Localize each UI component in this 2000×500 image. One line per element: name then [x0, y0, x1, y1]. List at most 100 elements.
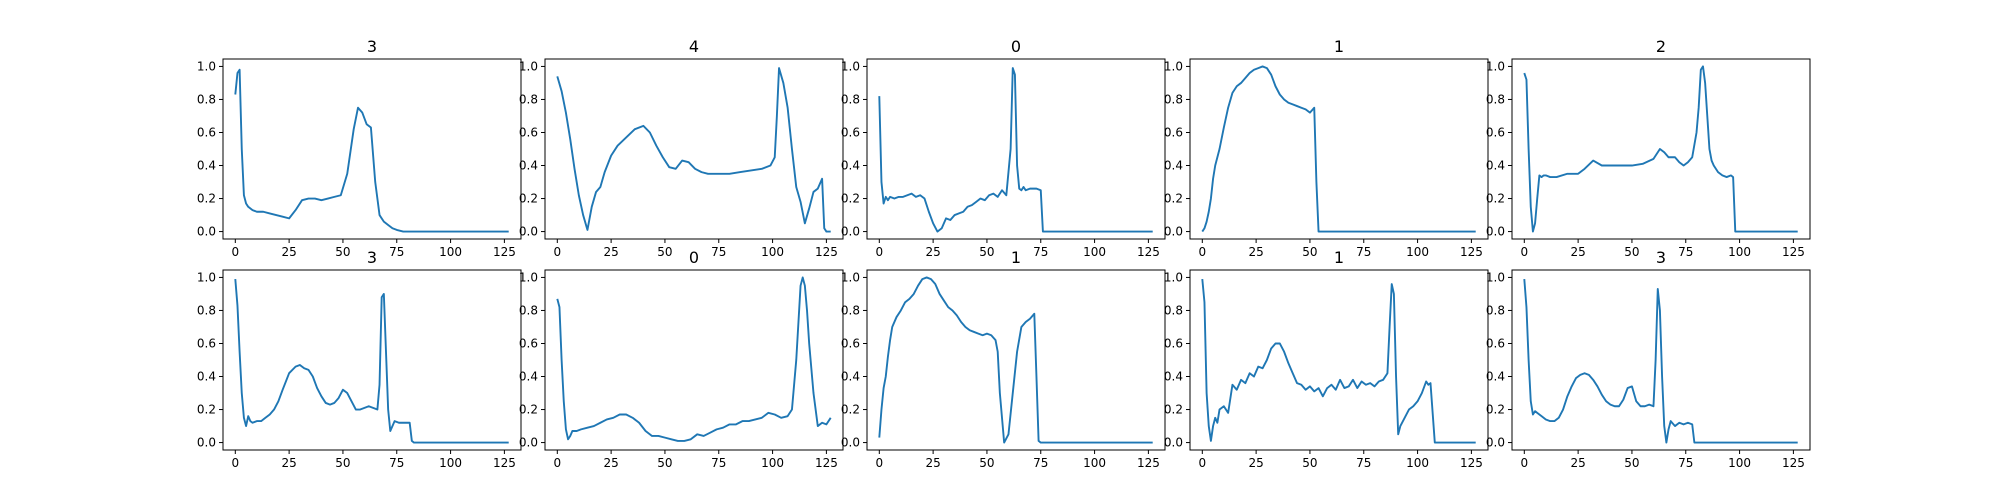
x-tick-label: 125: [815, 456, 838, 470]
y-tick-label: 0.6: [1164, 336, 1183, 350]
y-tick-label: 0.4: [841, 370, 860, 384]
y-tick-label: 0.6: [197, 336, 216, 350]
y-tick-label: 1.0: [197, 59, 216, 73]
subplot-2: 4 0 25 50 75 100 125 0.0 0.2 0.4 0.6 0.8 1.0: [519, 37, 844, 259]
y-tick-label: 0.8: [1164, 303, 1183, 317]
subplot-title: 1: [1011, 248, 1021, 267]
x-tick-label: 100: [439, 456, 462, 470]
subplot-title: 1: [1334, 37, 1344, 56]
y-tick-label: 0.8: [519, 303, 538, 317]
series-line: [556, 276, 832, 442]
x-tick-label: 0: [875, 456, 883, 470]
y-tick-label: 0.2: [197, 192, 216, 206]
x-tick-label: 125: [815, 245, 838, 259]
y-tick-label: 0.2: [1164, 192, 1183, 206]
x-tick-label: 25: [1248, 245, 1263, 259]
x-tick-label: 125: [1782, 245, 1805, 259]
x-tick-label: 50: [1302, 245, 1317, 259]
x-tick-label: 25: [281, 456, 296, 470]
y-tick-label: 0.0: [519, 225, 538, 239]
x-tick-label: 100: [1406, 456, 1429, 470]
y-tick-label: 0.2: [1486, 192, 1505, 206]
y-tick-label: 1.0: [1164, 270, 1183, 284]
axes-frame: [1511, 58, 1811, 240]
y-tick-label: 0.0: [519, 436, 538, 450]
series-line: [878, 67, 1153, 233]
x-tick-label: 50: [979, 245, 994, 259]
axes-frame: [1189, 269, 1489, 451]
y-tick-label: 0.8: [197, 303, 216, 317]
x-tick-label: 0: [875, 245, 883, 259]
x-tick-label: 75: [711, 245, 726, 259]
y-tick-label: 0.0: [197, 436, 216, 450]
x-tick-label: 75: [1678, 456, 1693, 470]
y-tick-label: 1.0: [197, 270, 216, 284]
x-tick-label: 125: [1137, 456, 1160, 470]
y-tick-label: 0.4: [519, 159, 538, 173]
series-line: [556, 67, 831, 233]
x-tick-label: 100: [1728, 245, 1751, 259]
axes-frame: [866, 58, 1166, 240]
x-tick-label: 25: [603, 456, 618, 470]
x-tick-label: 0: [231, 456, 239, 470]
y-tick-label: 0.2: [1164, 403, 1183, 417]
y-tick-label: 1.0: [841, 59, 860, 73]
subplot-3: 0 0 25 50 75 100 125 0.0 0.2 0.4 0.6 0.8 1.0: [841, 37, 1166, 259]
x-tick-label: 100: [439, 245, 462, 259]
y-tick-label: 0.4: [197, 159, 216, 173]
x-tick-label: 125: [1460, 456, 1483, 470]
subplot-title: 0: [1011, 37, 1021, 56]
y-tick-label: 0.6: [197, 125, 216, 139]
x-tick-label: 75: [1356, 245, 1371, 259]
x-tick-label: 100: [1083, 245, 1106, 259]
series-line: [234, 279, 509, 444]
y-tick-label: 0.0: [1164, 436, 1183, 450]
x-tick-label: 50: [1624, 245, 1639, 259]
x-tick-label: 50: [979, 456, 994, 470]
y-tick-label: 0.4: [519, 370, 538, 384]
x-tick-label: 0: [1520, 456, 1528, 470]
subplot-7: 0 0 25 50 75 100 125 0.0 0.2 0.4 0.6 0.8 1.0: [519, 248, 844, 470]
y-tick-label: 1.0: [519, 59, 538, 73]
x-tick-label: 125: [1137, 245, 1160, 259]
y-tick-label: 0.0: [841, 436, 860, 450]
subplot-8: 1 0 25 50 75 100 125 0.0 0.2 0.4 0.6 0.8 1.0: [841, 248, 1166, 470]
subplot-title: 3: [367, 248, 377, 267]
y-tick-label: 0.6: [1486, 125, 1505, 139]
x-tick-label: 25: [1570, 456, 1585, 470]
y-tick-label: 0.8: [841, 303, 860, 317]
y-tick-label: 0.0: [841, 225, 860, 239]
y-tick-label: 1.0: [1486, 59, 1505, 73]
y-tick-label: 0.6: [519, 125, 538, 139]
x-tick-label: 100: [761, 456, 784, 470]
x-tick-label: 75: [1033, 456, 1048, 470]
y-tick-label: 1.0: [841, 270, 860, 284]
y-tick-label: 0.4: [197, 370, 216, 384]
y-tick-label: 1.0: [519, 270, 538, 284]
y-tick-label: 0.0: [1164, 225, 1183, 239]
subplot-4: 1 0 25 50 75 100 125 0.0 0.2 0.4 0.6 0.8 1.0: [1164, 37, 1489, 259]
series-line: [1201, 65, 1476, 233]
subplot-title: 1: [1334, 248, 1344, 267]
y-tick-label: 0.6: [1486, 336, 1505, 350]
y-tick-label: 0.4: [1164, 159, 1183, 173]
x-tick-label: 0: [553, 245, 561, 259]
series-line: [1201, 278, 1476, 444]
x-tick-label: 125: [1782, 456, 1805, 470]
y-tick-label: 0.8: [1486, 303, 1505, 317]
axes-frame: [222, 58, 522, 240]
subplot-title: 3: [367, 37, 377, 56]
x-tick-label: 125: [493, 245, 516, 259]
y-tick-label: 0.2: [519, 403, 538, 417]
y-tick-label: 0.2: [197, 403, 216, 417]
y-tick-label: 0.8: [841, 92, 860, 106]
y-tick-label: 0.2: [519, 192, 538, 206]
subplot-10: 3 0 25 50 75 100 125 0.0 0.2 0.4 0.6 0.8 1.0: [1486, 248, 1811, 470]
y-tick-label: 0.4: [1486, 370, 1505, 384]
y-tick-label: 0.6: [1164, 125, 1183, 139]
y-tick-label: 1.0: [1164, 59, 1183, 73]
y-tick-label: 0.8: [1164, 92, 1183, 106]
y-tick-label: 1.0: [1486, 270, 1505, 284]
series-line: [234, 68, 509, 233]
x-tick-label: 0: [1198, 456, 1206, 470]
